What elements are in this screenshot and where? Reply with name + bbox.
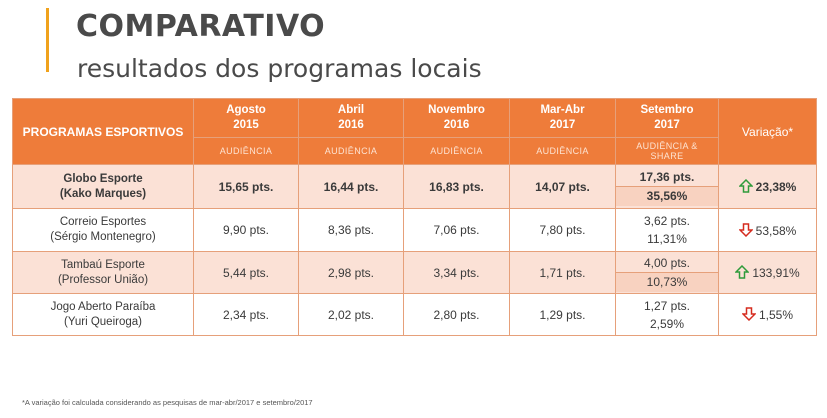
- audience-cell: 9,90 pts.: [193, 208, 299, 252]
- metric-subheader: AUDIÊNCIA: [403, 137, 510, 165]
- accent-bar: [46, 8, 49, 72]
- variation-cell: 1,55%: [718, 293, 817, 336]
- audience-cell: 16,83 pts.: [403, 164, 510, 209]
- program-name: Correio Esportes (Sérgio Montenegro): [12, 208, 194, 252]
- down-arrow-icon: [737, 222, 754, 237]
- audience-share-cell: 4,00 pts. 10,73%: [615, 251, 719, 294]
- table-row: Correio Esportes (Sérgio Montenegro) 9,90…: [12, 208, 817, 252]
- page-title: COMPARATIVO: [76, 9, 326, 44]
- audience-share-cell: 1,27 pts. 2,59%: [615, 293, 719, 336]
- audience-cell: 7,80 pts.: [509, 208, 616, 252]
- audience-cell: 1,29 pts.: [509, 293, 616, 336]
- audience-cell: 16,44 pts.: [298, 164, 404, 209]
- period-header: Setembro 2017: [615, 98, 719, 138]
- header-row: PROGRAMAS ESPORTIVOS Agosto 2015 Abril 201…: [12, 98, 817, 165]
- up-arrow-icon: [737, 178, 754, 193]
- audience-cell: 2,98 pts.: [298, 251, 404, 294]
- table-row: Globo Esporte (Kako Marques) 15,65 pts. 1…: [12, 164, 817, 209]
- variation-cell: 23,38%: [718, 164, 817, 209]
- table-row: Tambaú Esporte (Professor União) 5,44 pts…: [12, 251, 817, 294]
- audience-cell: 14,07 pts.: [509, 164, 616, 209]
- audience-cell: 2,02 pts.: [298, 293, 404, 336]
- metric-subheader: AUDIÊNCIA & SHARE: [615, 137, 719, 165]
- period-header: Agosto 2015: [193, 98, 299, 138]
- program-name: Tambaú Esporte (Professor União): [12, 251, 194, 294]
- audience-share-cell: 17,36 pts. 35,56%: [615, 164, 719, 209]
- period-header: Mar-Abr 2017: [509, 98, 616, 138]
- audience-share-cell: 3,62 pts. 11,31%: [615, 208, 719, 252]
- variation-cell: 133,91%: [718, 251, 817, 294]
- period-header: Abril 2016: [298, 98, 404, 138]
- audience-cell: 5,44 pts.: [193, 251, 299, 294]
- period-header: Novembro 2016: [403, 98, 510, 138]
- subheader-row: AUDIÊNCIA AUDIÊNCIA AUDIÊNCIA AUDIÊNCIA …: [13, 137, 817, 165]
- down-arrow-icon: [741, 307, 757, 322]
- comparison-table: PROGRAMAS ESPORTIVOS Agosto 2015 Abril 201…: [12, 98, 817, 336]
- variation-column-header: Variação*: [718, 98, 817, 165]
- audience-cell: 2,34 pts.: [193, 293, 299, 336]
- program-column-header: PROGRAMAS ESPORTIVOS: [12, 98, 194, 165]
- page-subtitle: resultados dos programas locais: [77, 54, 482, 83]
- variation-cell: 53,58%: [718, 208, 817, 252]
- audience-cell: 1,71 pts.: [509, 251, 616, 294]
- table-row: Jogo Aberto Paraíba (Yuri Queiroga) 2,34 …: [12, 293, 817, 336]
- metric-subheader: AUDIÊNCIA: [509, 137, 616, 165]
- audience-cell: 8,36 pts.: [298, 208, 404, 252]
- metric-subheader: AUDIÊNCIA: [298, 137, 404, 165]
- audience-cell: 3,34 pts.: [403, 251, 510, 294]
- audience-cell: 7,06 pts.: [403, 208, 510, 252]
- audience-cell: 15,65 pts.: [193, 164, 299, 209]
- up-arrow-icon: [734, 264, 751, 279]
- footnote: *A variação foi calculada considerando a…: [22, 398, 313, 407]
- program-name: Jogo Aberto Paraíba (Yuri Queiroga): [12, 293, 194, 336]
- metric-subheader: AUDIÊNCIA: [193, 137, 299, 165]
- program-name: Globo Esporte (Kako Marques): [12, 164, 194, 209]
- audience-cell: 2,80 pts.: [403, 293, 510, 336]
